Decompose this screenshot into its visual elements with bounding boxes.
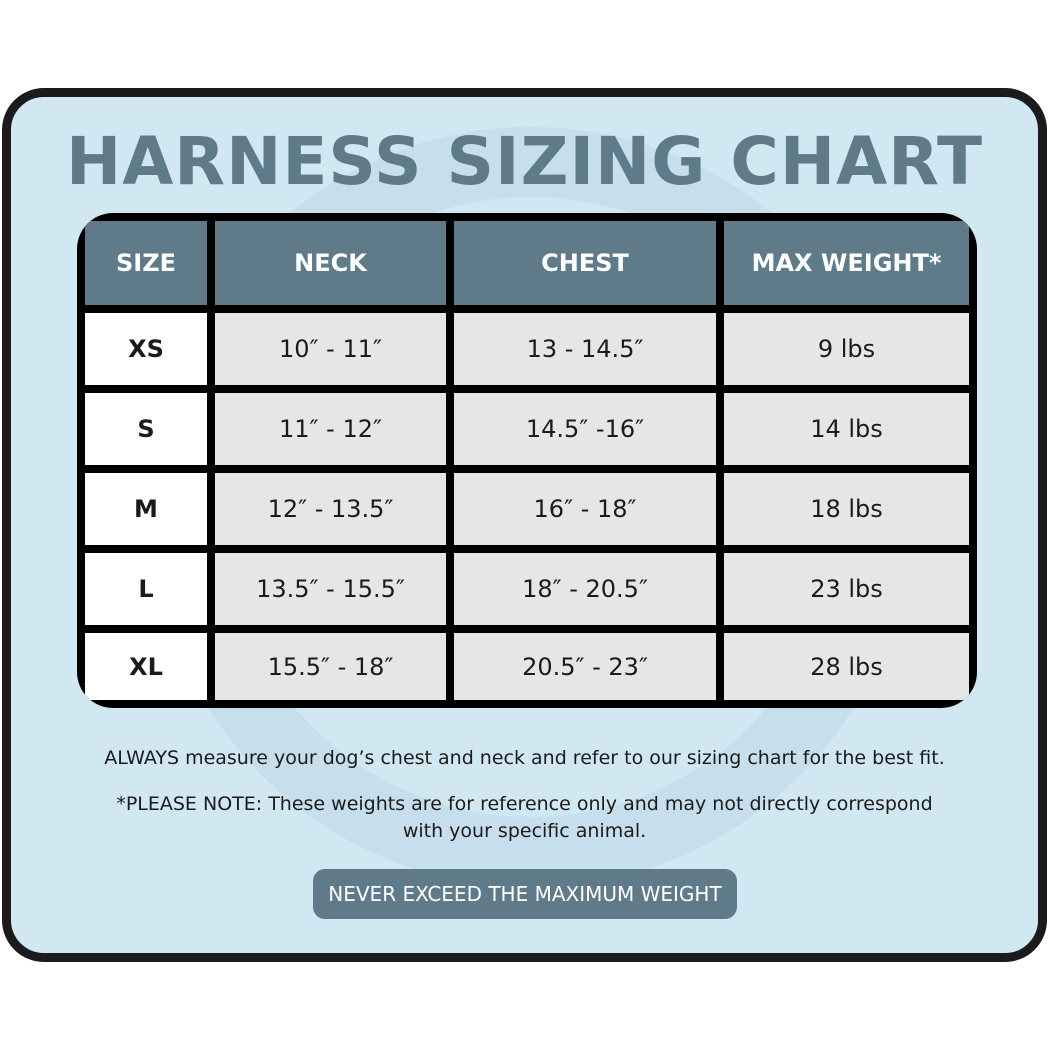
max-weight-banner: NEVER EXCEED THE MAXIMUM WEIGHT <box>313 869 737 919</box>
cell-size: XL <box>85 633 207 700</box>
cell-neck: 12″ - 13.5″ <box>215 473 446 545</box>
page-title: HARNESS SIZING CHART <box>65 123 984 200</box>
cell-max-weight: 23 lbs <box>724 553 969 625</box>
cell-chest: 20.5″ - 23″ <box>454 633 716 700</box>
header-chest: CHEST <box>454 221 716 305</box>
cell-chest: 13 - 14.5″ <box>454 313 716 385</box>
cell-max-weight: 28 lbs <box>724 633 969 700</box>
disclaimer-line-2: with your specific animal. <box>402 820 647 842</box>
cell-size: L <box>85 553 207 625</box>
sizing-table: SIZE NECK CHEST MAX WEIGHT* XS 10″ - 11″ 1… <box>77 213 977 708</box>
cell-size: XS <box>85 313 207 385</box>
cell-size: M <box>85 473 207 545</box>
header-max-weight: MAX WEIGHT* <box>724 221 969 305</box>
cell-neck: 11″ - 12″ <box>215 393 446 465</box>
header-size: SIZE <box>85 221 207 305</box>
cell-chest: 16″ - 18″ <box>454 473 716 545</box>
cell-size: S <box>85 393 207 465</box>
cell-max-weight: 14 lbs <box>724 393 969 465</box>
cell-neck: 10″ - 11″ <box>215 313 446 385</box>
cell-chest: 18″ - 20.5″ <box>454 553 716 625</box>
cell-max-weight: 18 lbs <box>724 473 969 545</box>
cell-max-weight: 9 lbs <box>724 313 969 385</box>
header-neck: NECK <box>215 221 446 305</box>
measure-note: ALWAYS measure your dog’s chest and neck… <box>104 747 945 769</box>
cell-neck: 15.5″ - 18″ <box>215 633 446 700</box>
cell-neck: 13.5″ - 15.5″ <box>215 553 446 625</box>
sizing-chart-panel: HARNESS SIZING CHART SIZE NECK CHEST MAX… <box>2 88 1047 962</box>
cell-chest: 14.5″ -16″ <box>454 393 716 465</box>
disclaimer-line-1: *PLEASE NOTE: These weights are for refe… <box>116 793 933 815</box>
